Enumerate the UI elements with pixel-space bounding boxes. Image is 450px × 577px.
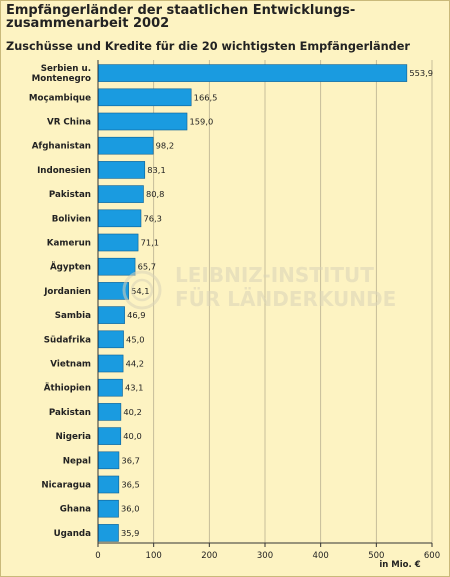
category-label-4: Indonesien — [37, 166, 91, 176]
x-tick-label-500: 500 — [368, 551, 384, 561]
category-label-9: Jordanien — [43, 287, 91, 297]
bar-6 — [98, 209, 142, 228]
bar-18 — [98, 499, 119, 518]
data-label-14: 40,2 — [123, 407, 141, 417]
data-label-19: 35,9 — [121, 528, 139, 538]
category-label-0-line1: Serbien u. — [41, 64, 91, 74]
watermark-logo: LEIBNIZ-INSTITUT FÜR LÄNDERKUNDE — [120, 262, 396, 322]
category-label-11: Südafrika — [44, 335, 91, 345]
category-label-5: Pakistan — [49, 190, 91, 200]
x-tick-label-400: 400 — [313, 551, 329, 561]
bar-13 — [98, 378, 123, 397]
data-label-15: 40,0 — [123, 431, 141, 441]
category-label-13: Äthiopien — [44, 383, 91, 394]
category-label-3: Afghanistan — [32, 142, 91, 152]
category-label-15: Nigeria — [56, 432, 92, 442]
bar-16 — [98, 451, 120, 470]
x-axis-label: in Mio. € — [379, 560, 420, 570]
bar-7 — [98, 233, 139, 252]
category-label-6: Bolivien — [52, 214, 91, 224]
data-label-1: 166,5 — [194, 92, 218, 102]
bar-14 — [98, 403, 122, 421]
data-label-6: 76,3 — [143, 213, 161, 223]
data-label-5: 80,8 — [146, 189, 164, 199]
category-label-10: Sambia — [55, 311, 91, 321]
data-label-18: 36,0 — [121, 504, 139, 514]
x-tick-label-200: 200 — [201, 551, 217, 561]
x-tick-label-300: 300 — [257, 551, 273, 561]
category-label-18: Ghana — [60, 505, 91, 515]
data-label-9: 54,1 — [131, 286, 149, 296]
category-label-12: Vietnam — [50, 360, 91, 370]
category-label-16: Nepal — [63, 456, 91, 466]
category-label-14: Pakistan — [49, 408, 91, 418]
bar-19 — [98, 524, 119, 542]
category-label-0-line2: Montenegro — [32, 74, 91, 84]
watermark-line-1: LEIBNIZ-INSTITUT — [175, 263, 374, 287]
data-label-16: 36,7 — [121, 455, 139, 465]
bar-2 — [98, 112, 188, 131]
x-tick-label-600: 600 — [424, 551, 440, 561]
data-label-12: 44,2 — [126, 359, 144, 369]
bar-8 — [98, 257, 136, 276]
data-label-7: 71,1 — [141, 238, 159, 248]
bar-3 — [98, 136, 154, 155]
data-label-3: 98,2 — [156, 141, 174, 151]
data-label-4: 83,1 — [147, 165, 165, 175]
data-label-17: 36,5 — [121, 480, 139, 490]
chart-title: Empfängerländer der staatlichen Entwickl… — [6, 3, 356, 31]
bar-5 — [98, 185, 144, 203]
category-label-7: Kamerun — [47, 239, 91, 249]
category-label-8: Ägypten — [50, 262, 91, 273]
data-label-0: 553,9 — [409, 68, 433, 78]
category-label-19: Uganda — [54, 529, 92, 539]
x-tick-label-0: 0 — [95, 551, 100, 561]
bar-9 — [98, 282, 129, 300]
category-label-2: VR China — [47, 118, 91, 128]
watermark-line-2: FÜR LÄNDERKUNDE — [175, 287, 397, 311]
chart-subtitle: Zuschüsse und Kredite für die 20 wichtig… — [6, 40, 410, 53]
category-label-17: Nicaragua — [41, 481, 91, 491]
data-label-8: 65,7 — [138, 262, 156, 272]
data-label-11: 45,0 — [126, 334, 144, 344]
bar-11 — [98, 330, 124, 349]
category-label-1: Moçambique — [29, 93, 91, 103]
bar-15 — [98, 427, 122, 445]
bar-17 — [98, 475, 120, 494]
bar-12 — [98, 354, 124, 373]
x-tick-label-100: 100 — [146, 551, 162, 561]
watermark-globe-icon — [122, 270, 162, 310]
bar-0 — [98, 64, 408, 82]
bar-4 — [98, 161, 146, 179]
bar-1 — [98, 88, 192, 107]
data-label-10: 46,9 — [127, 310, 145, 320]
data-label-2: 159,0 — [190, 117, 214, 127]
bar-10 — [98, 306, 125, 324]
data-label-13: 43,1 — [125, 383, 143, 393]
